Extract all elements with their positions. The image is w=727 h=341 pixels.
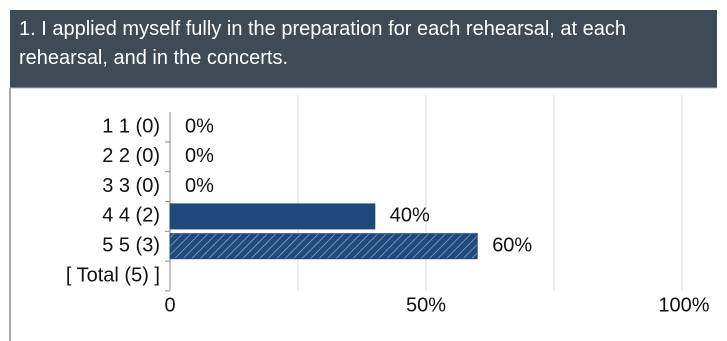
x-tick-label: 50% xyxy=(406,294,446,316)
y-tick-label: 1 1 (0) xyxy=(102,115,160,137)
value-label: 40% xyxy=(390,205,430,227)
value-label: 0% xyxy=(185,145,214,167)
value-label: 0% xyxy=(185,175,214,197)
value-label: 0% xyxy=(185,115,214,137)
bar xyxy=(169,203,376,230)
x-tick-label: 0 xyxy=(164,294,175,316)
question-title: 1. I applied myself fully in the prepara… xyxy=(10,10,717,88)
value-label: 60% xyxy=(492,234,532,256)
bar xyxy=(169,233,478,260)
x-tick-label: 100% xyxy=(658,294,709,316)
y-tick-label: 5 5 (3) xyxy=(102,234,160,256)
y-tick-label: 4 4 (2) xyxy=(102,205,160,227)
y-tick-label: 2 2 (0) xyxy=(102,145,160,167)
y-tick-label: [ Total (5) ] xyxy=(66,264,160,286)
y-tick-label: 3 3 (0) xyxy=(102,175,160,197)
